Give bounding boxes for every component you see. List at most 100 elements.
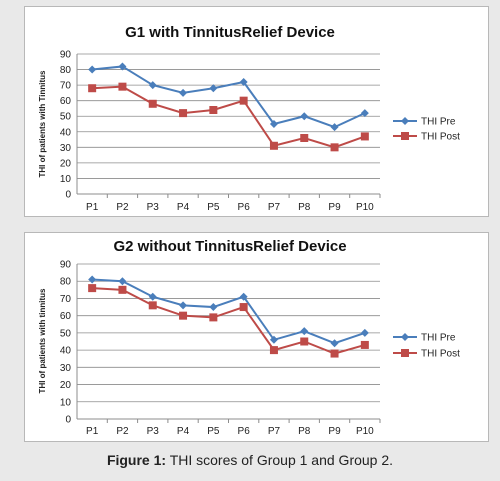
y-tick-label: 70 — [60, 81, 72, 92]
y-tick-label: 50 — [60, 112, 72, 123]
data-point-pre — [300, 112, 309, 121]
chart-title: G2 without TinnitusRelief Device — [113, 238, 346, 255]
y-tick-label: 40 — [60, 346, 72, 357]
data-point-post — [300, 134, 309, 142]
data-point-pre — [330, 339, 339, 348]
legend-marker-square — [401, 132, 409, 140]
x-tick-label: P4 — [177, 202, 190, 213]
series-line-pre — [92, 65, 366, 129]
series-line-pre — [92, 278, 366, 345]
y-tick-label: 30 — [60, 143, 72, 154]
data-point-post — [118, 82, 127, 91]
data-point-pre — [300, 327, 309, 336]
y-tick-label: 40 — [60, 127, 72, 138]
y-tick-label: 0 — [65, 190, 71, 201]
x-tick-label: P9 — [328, 426, 341, 437]
data-point-pre — [269, 120, 278, 128]
data-point-post — [269, 141, 278, 150]
chart-panel-g1: G1 with TinnitusRelief Device 0 10 20 30 40 50… — [24, 6, 489, 217]
y-tick-label: 90 — [60, 50, 72, 61]
x-tick-label: P10 — [356, 202, 374, 213]
data-point-post — [148, 99, 157, 108]
y-tick-label: 90 — [60, 260, 72, 271]
data-point-pre — [148, 292, 157, 301]
y-tick-label: 30 — [60, 363, 72, 374]
chart-g2: G2 without TinnitusRelief Device 0 10 20 30 4… — [38, 238, 460, 437]
x-tick-label: P5 — [207, 202, 220, 213]
data-point-pre — [148, 81, 157, 90]
y-axis-label: THI of patients with tinnitus — [38, 288, 47, 393]
legend-marker-diamond — [401, 117, 409, 125]
y-tick-label: 20 — [60, 380, 72, 391]
data-point-pre — [360, 109, 369, 118]
x-tick-label: P2 — [116, 202, 129, 213]
data-point-post — [269, 346, 278, 355]
data-point-post — [148, 301, 157, 310]
y-tick-label: 80 — [60, 65, 72, 76]
y-tick-label: 60 — [60, 311, 72, 322]
x-tick-label: P4 — [177, 426, 190, 437]
data-point-pre — [179, 301, 188, 310]
data-point-pre — [209, 303, 218, 312]
x-tick-label: P8 — [298, 202, 311, 213]
data-point-pre — [239, 292, 248, 301]
chart-title: G1 with TinnitusRelief Device — [125, 24, 335, 41]
legend-marker-diamond — [401, 333, 409, 341]
y-tick-label: 20 — [60, 158, 72, 169]
data-point-post — [239, 96, 248, 105]
data-point-post — [360, 132, 369, 141]
series-line-post — [92, 85, 366, 149]
data-point-pre — [269, 335, 278, 344]
y-tick-label: 80 — [60, 277, 72, 288]
legend-label: THI Post — [421, 132, 460, 143]
y-axis-label: THI of patients with Tinnitus — [38, 70, 47, 178]
data-point-post — [330, 143, 339, 152]
y-tick-label: 0 — [65, 415, 71, 426]
data-point-pre — [209, 84, 218, 93]
caption-label: Figure 1: — [106, 452, 167, 468]
data-point-post — [209, 106, 218, 114]
data-point-post — [88, 84, 97, 93]
data-point-post — [300, 337, 309, 346]
chart-g1: G1 with TinnitusRelief Device 0 10 20 30 40 50… — [38, 24, 460, 213]
y-tick-label: 10 — [60, 174, 72, 185]
series-line-post — [92, 287, 366, 355]
x-tick-label: P6 — [238, 202, 251, 213]
x-tick-label: P7 — [268, 426, 281, 437]
y-tick-label: 70 — [60, 294, 72, 305]
y-tick-label: 50 — [60, 328, 72, 339]
legend-label: THI Post — [421, 349, 460, 360]
x-tick-label: P8 — [298, 426, 311, 437]
data-point-pre — [330, 123, 339, 132]
caption-text: THI scores of Group 1 and Group 2. — [169, 452, 394, 468]
data-point-pre — [118, 277, 127, 286]
x-tick-label: P2 — [116, 426, 129, 437]
data-point-post — [118, 285, 127, 294]
x-tick-label: P1 — [86, 202, 99, 213]
data-point-post — [88, 284, 97, 293]
data-point-pre — [360, 328, 369, 337]
figure-caption: Figure 1: THI scores of Group 1 and Grou… — [0, 452, 500, 468]
data-point-pre — [118, 62, 127, 71]
x-tick-label: P9 — [328, 202, 341, 213]
data-point-post — [239, 303, 248, 312]
data-point-post — [360, 340, 369, 349]
data-point-pre — [179, 88, 188, 97]
x-tick-label: P6 — [238, 426, 251, 437]
data-point-post — [209, 313, 218, 322]
data-point-post — [330, 349, 339, 358]
x-tick-label: P7 — [268, 202, 281, 213]
x-tick-label: P3 — [147, 426, 160, 437]
x-tick-label: P5 — [207, 426, 220, 437]
data-point-post — [179, 311, 188, 320]
y-tick-label: 10 — [60, 397, 72, 408]
y-tick-label: 60 — [60, 96, 72, 107]
data-point-pre — [88, 65, 97, 74]
data-point-pre — [239, 78, 248, 86]
x-tick-label: P1 — [86, 426, 99, 437]
legend-marker-square — [401, 349, 409, 357]
data-point-pre — [88, 275, 97, 284]
chart-panel-g2: G2 without TinnitusRelief Device 0 10 20 30 4… — [24, 232, 489, 442]
x-tick-label: P10 — [356, 426, 374, 437]
data-point-post — [179, 109, 188, 118]
